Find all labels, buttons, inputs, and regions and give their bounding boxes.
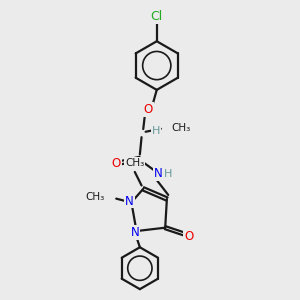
Text: CH₃: CH₃ bbox=[125, 158, 144, 168]
Text: H: H bbox=[164, 169, 172, 178]
Text: N: N bbox=[125, 194, 134, 208]
Text: N: N bbox=[154, 167, 163, 180]
Text: H: H bbox=[152, 126, 160, 136]
Text: O: O bbox=[184, 230, 194, 243]
Text: CH₃: CH₃ bbox=[86, 192, 105, 202]
Text: O: O bbox=[144, 103, 153, 116]
Text: Cl: Cl bbox=[151, 10, 163, 23]
Text: CH₃: CH₃ bbox=[171, 123, 190, 133]
Text: N: N bbox=[130, 226, 139, 239]
Text: O: O bbox=[112, 157, 121, 170]
